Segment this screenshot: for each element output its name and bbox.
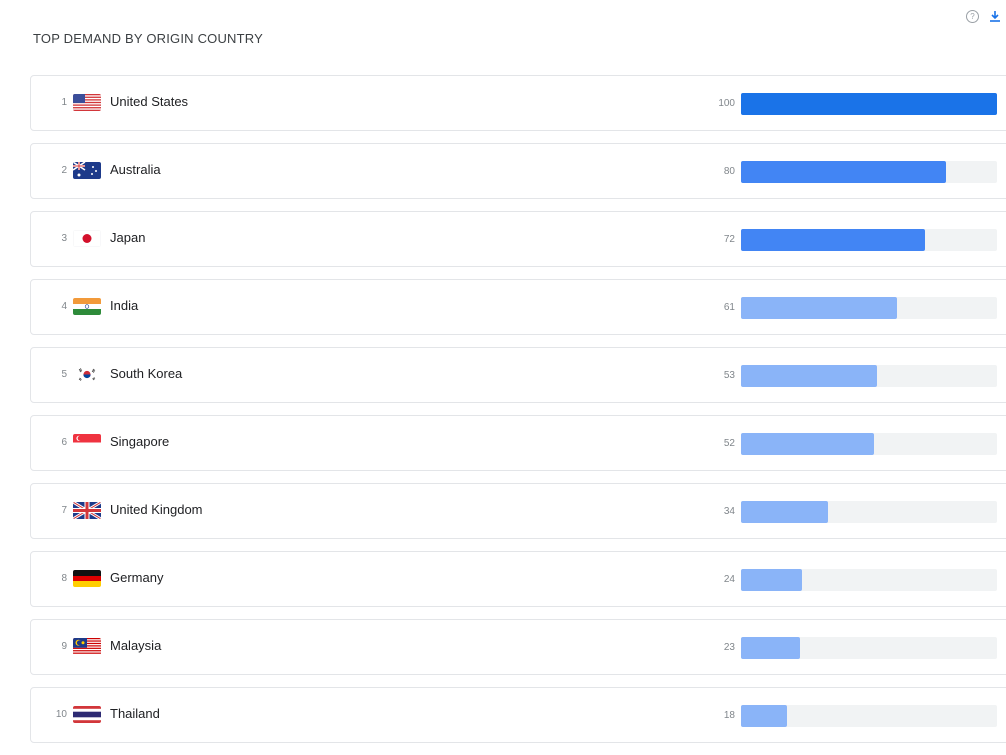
demand-value: 53 xyxy=(723,370,735,381)
rank-number: 7 xyxy=(61,505,67,516)
flag-de-icon xyxy=(73,570,101,587)
flag-jp-icon xyxy=(73,230,101,247)
rank-number: 2 xyxy=(61,165,67,176)
rank-number: 5 xyxy=(61,369,67,380)
rank-number: 1 xyxy=(61,97,67,108)
country-name: Singapore xyxy=(110,434,170,449)
demand-bar-track xyxy=(741,501,997,523)
demand-bar xyxy=(741,365,877,387)
country-name: Australia xyxy=(110,162,161,177)
panel-title: TOP DEMAND BY ORIGIN COUNTRY xyxy=(33,31,264,46)
panel-toolbar: ? xyxy=(966,10,1001,23)
demand-value: 18 xyxy=(723,710,735,721)
demand-value: 100 xyxy=(718,98,735,109)
demand-bar-track xyxy=(741,297,997,319)
rank-number: 4 xyxy=(61,301,67,312)
flag-au-icon xyxy=(73,162,101,179)
country-row[interactable]: 6 Singapore 52 xyxy=(30,415,1006,471)
rank-number: 3 xyxy=(61,233,67,244)
demand-value: 72 xyxy=(723,234,735,245)
flag-th-icon xyxy=(73,706,101,723)
flag-my-icon xyxy=(73,638,101,655)
country-row[interactable]: 10 Thailand 18 xyxy=(30,687,1006,743)
demand-value: 24 xyxy=(723,574,735,585)
rank-number: 9 xyxy=(61,641,67,652)
country-row[interactable]: 4 India 61 xyxy=(30,279,1006,335)
demand-bar xyxy=(741,705,788,727)
demand-value: 34 xyxy=(723,506,735,517)
demand-bar-track xyxy=(741,637,997,659)
demand-bar-track xyxy=(741,93,997,115)
country-name: United Kingdom xyxy=(110,502,203,517)
help-icon[interactable]: ? xyxy=(966,10,979,23)
demand-bar xyxy=(741,637,800,659)
country-list: 1 United States 100 2 Australia 80 3 Japan 72 4 In… xyxy=(30,75,1006,755)
rank-number: 6 xyxy=(61,437,67,448)
demand-bar xyxy=(741,93,997,115)
demand-bar-track xyxy=(741,433,997,455)
demand-value: 61 xyxy=(723,302,735,313)
demand-bar xyxy=(741,569,803,591)
flag-gb-icon xyxy=(73,502,101,519)
demand-value: 52 xyxy=(723,438,735,449)
country-row[interactable]: 5 South Korea 53 xyxy=(30,347,1006,403)
country-row[interactable]: 1 United States 100 xyxy=(30,75,1006,131)
country-row[interactable]: 3 Japan 72 xyxy=(30,211,1006,267)
demand-bar-track xyxy=(741,229,997,251)
country-name: Thailand xyxy=(110,706,160,721)
demand-bar-track xyxy=(741,161,997,183)
rank-number: 8 xyxy=(61,573,67,584)
demand-value: 80 xyxy=(723,166,735,177)
country-name: South Korea xyxy=(110,366,183,381)
demand-bar xyxy=(741,161,946,183)
download-icon[interactable] xyxy=(989,10,1001,23)
flag-kr-icon xyxy=(73,366,101,383)
country-row[interactable]: 8 Germany 24 xyxy=(30,551,1006,607)
country-row[interactable]: 2 Australia 80 xyxy=(30,143,1006,199)
country-name: India xyxy=(110,298,139,313)
demand-bar-track xyxy=(741,705,997,727)
flag-us-icon xyxy=(73,94,101,111)
demand-bar xyxy=(741,433,875,455)
country-name: Japan xyxy=(110,230,146,245)
flag-in-icon xyxy=(73,298,101,315)
country-name: Malaysia xyxy=(110,638,162,653)
demand-bar xyxy=(741,501,829,523)
demand-bar-track xyxy=(741,569,997,591)
country-name: United States xyxy=(110,94,189,109)
country-row[interactable]: 9 Malaysia 23 xyxy=(30,619,1006,675)
demand-bar xyxy=(741,297,898,319)
demand-value: 23 xyxy=(723,642,735,653)
country-name: Germany xyxy=(110,570,164,585)
demand-bar-track xyxy=(741,365,997,387)
flag-sg-icon xyxy=(73,434,101,451)
country-row[interactable]: 7 United Kingdom 34 xyxy=(30,483,1006,539)
demand-bar xyxy=(741,229,926,251)
rank-number: 10 xyxy=(55,709,67,720)
